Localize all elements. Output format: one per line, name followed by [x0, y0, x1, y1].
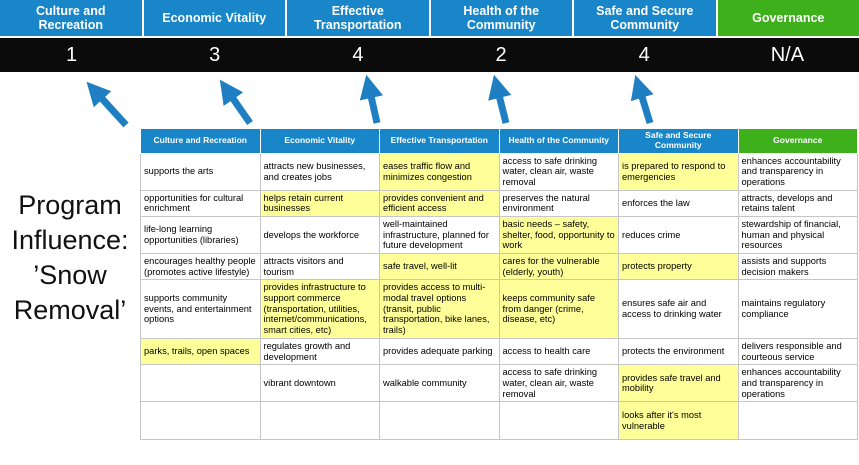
scoreboard-headers: Culture and Recreation Economic Vitality E…: [0, 0, 859, 36]
matrix-cell: maintains regulatory compliance: [737, 279, 858, 339]
matrix-cell: cares for the vulnerable (elderly, youth…: [498, 253, 619, 281]
matrix-cell: supports the arts: [140, 152, 261, 191]
matrix-cell: is prepared to respond to emergencies: [618, 152, 739, 191]
program-influence-label: Program Influence: ’Snow Removal’: [0, 188, 140, 328]
matrix-cell: access to health care: [498, 337, 619, 366]
matrix-header: Effective Transportation: [379, 128, 500, 154]
matrix-cell: stewardship of financial, human and phys…: [737, 215, 858, 255]
matrix-cell: looks after it's most vulnerable: [618, 401, 739, 441]
matrix-cell: basic needs – safety, shelter, food, opp…: [498, 215, 619, 255]
matrix-header: Safe and Secure Community: [618, 128, 739, 154]
matrix-cell: attracts, develops and retains talent: [737, 189, 858, 217]
matrix-cell: safe travel, well-lit: [379, 253, 500, 281]
influence-matrix: Culture and Recreation Economic Vitality E…: [140, 128, 858, 441]
score-value-2: 3: [209, 43, 221, 66]
matrix-row: life-long learning opportunities (librar…: [140, 215, 858, 255]
matrix-cell: life-long learning opportunities (librar…: [140, 215, 261, 255]
matrix-header-row: Culture and Recreation Economic Vitality E…: [140, 128, 858, 154]
matrix-cell: provides convenient and efficient access: [379, 189, 500, 217]
matrix-header: Economic Vitality: [259, 128, 380, 154]
matrix-cell: assists and supports decision makers: [737, 253, 858, 281]
score-value-6: N/A: [770, 43, 805, 66]
matrix-body: supports the arts attracts new businesses…: [140, 152, 858, 441]
scoreboard-header-5: Safe and Secure Community: [574, 0, 716, 36]
matrix-cell: develops the workforce: [259, 215, 380, 255]
matrix-cell: ensures safe air and access to drinking …: [618, 279, 739, 339]
matrix-header: Governance: [737, 128, 858, 154]
up-arrow-icon: [359, 74, 384, 124]
matrix-cell: attracts new businesses, and creates job…: [259, 152, 380, 191]
score-value-1: 1: [66, 43, 78, 66]
matrix-cell: access to safe drinking water, clean air…: [498, 152, 619, 191]
up-arrow-icon: [86, 81, 129, 128]
matrix-cell: keeps community safe from danger (crime,…: [498, 279, 619, 339]
up-arrow-icon: [630, 74, 654, 125]
matrix-row: opportunities for cultural enrichment hel…: [140, 189, 858, 217]
matrix-cell: reduces crime: [618, 215, 739, 255]
matrix-cell: helps retain current businesses: [259, 189, 380, 217]
matrix-cell: [737, 401, 858, 441]
matrix-header: Health of the Community: [498, 128, 619, 154]
matrix-cell: regulates growth and development: [259, 337, 380, 366]
up-arrow-icon: [488, 74, 512, 124]
matrix-cell: protects the environment: [618, 337, 739, 366]
score-value-4: 2: [495, 43, 507, 66]
program-label-line: Influence:: [11, 225, 129, 256]
matrix-row: vibrant downtown walkable community access…: [140, 364, 858, 403]
matrix-cell: provides adequate parking: [379, 337, 500, 366]
matrix-cell: provides infrastructure to support comme…: [259, 279, 380, 339]
up-arrow-icon: [219, 79, 253, 126]
matrix-cell: access to safe drinking water, clean air…: [498, 364, 619, 403]
score-value-3: 4: [352, 43, 364, 66]
matrix-cell: opportunities for cultural enrichment: [140, 189, 261, 217]
matrix-cell: eases traffic flow and minimizes congest…: [379, 152, 500, 191]
matrix-cell: parks, trails, open spaces: [140, 337, 261, 366]
matrix-cell: provides safe travel and mobility: [618, 364, 739, 403]
matrix-cell: [379, 401, 500, 441]
matrix-cell: encourages healthy people (promotes acti…: [140, 253, 261, 281]
matrix-row: looks after it's most vulnerable: [140, 401, 858, 441]
matrix-cell: [498, 401, 619, 441]
matrix-row: parks, trails, open spaces regulates grow…: [140, 337, 858, 366]
matrix-row: supports community events, and entertain…: [140, 279, 858, 339]
matrix-cell: delivers responsible and courteous servi…: [737, 337, 858, 366]
matrix-cell: supports community events, and entertain…: [140, 279, 261, 339]
score-value-5: 4: [638, 43, 650, 66]
matrix-cell: [140, 401, 261, 441]
matrix-cell: [259, 401, 380, 441]
matrix-row: supports the arts attracts new businesses…: [140, 152, 858, 191]
scoreboard-header-6: Governance: [717, 0, 859, 36]
scoreboard-header-4: Health of the Community: [430, 0, 572, 36]
scoreboard-header-2: Economic Vitality: [143, 0, 285, 36]
score-arrows: [86, 74, 654, 128]
matrix-cell: well-maintained infrastructure, planned …: [379, 215, 500, 255]
program-label-line: Program: [18, 190, 122, 220]
matrix-cell: enforces the law: [618, 189, 739, 217]
matrix-cell: enhances accountability and transparency…: [737, 152, 858, 191]
matrix-cell: preserves the natural environment: [498, 189, 619, 217]
scoreboard-header-1: Culture and Recreation: [0, 0, 142, 36]
matrix-cell: provides access to multi-modal travel op…: [379, 279, 500, 339]
scoreboard-header-3: Effective Transportation: [287, 0, 429, 36]
scoreboard-scores: 1 3 4 2 4 N/A: [0, 38, 859, 72]
matrix-cell: attracts visitors and tourism: [259, 253, 380, 281]
program-label-line: Removal’: [13, 295, 127, 326]
matrix-cell: enhances accountability and transparency…: [737, 364, 858, 403]
matrix-cell: walkable community: [379, 364, 500, 403]
matrix-cell: protects property: [618, 253, 739, 281]
matrix-row: encourages healthy people (promotes acti…: [140, 253, 858, 281]
matrix-cell: vibrant downtown: [259, 364, 380, 403]
program-label-line: ’Snow: [33, 260, 107, 291]
matrix-header: Culture and Recreation: [140, 128, 261, 154]
matrix-cell: [140, 364, 261, 403]
